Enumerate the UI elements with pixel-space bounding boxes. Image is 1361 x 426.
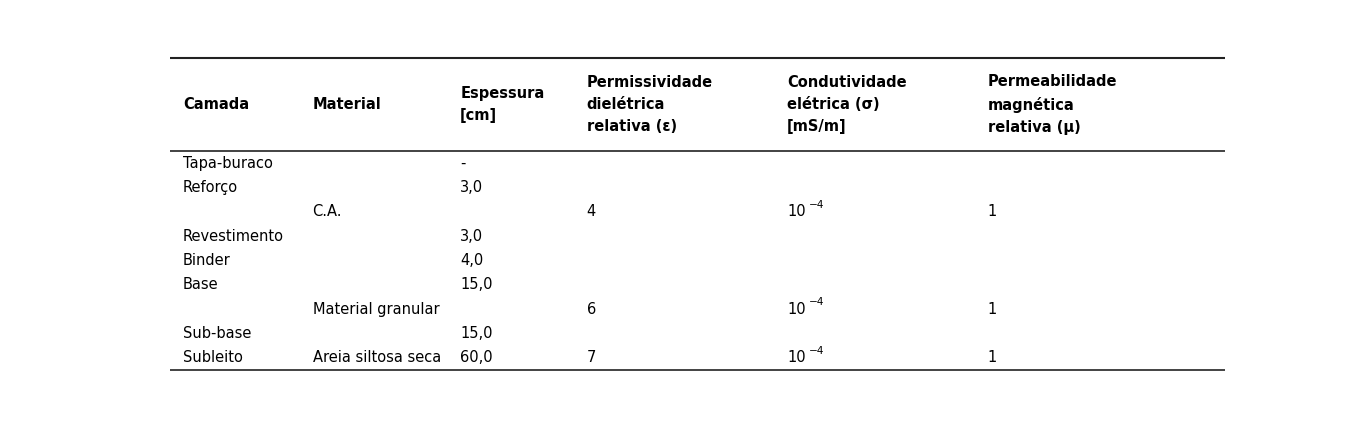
Text: −4: −4 — [810, 346, 825, 356]
Text: 1: 1 — [988, 350, 996, 366]
Text: Permissividade
dielétrica
relativa (ε): Permissividade dielétrica relativa (ε) — [587, 75, 713, 134]
Text: C.A.: C.A. — [313, 204, 342, 219]
Text: Camada: Camada — [182, 97, 249, 112]
Text: −4: −4 — [810, 297, 825, 308]
Text: 15,0: 15,0 — [460, 326, 493, 341]
Text: 6: 6 — [587, 302, 596, 317]
Text: 3,0: 3,0 — [460, 229, 483, 244]
Text: 10: 10 — [787, 204, 806, 219]
Text: Material granular: Material granular — [313, 302, 440, 317]
Text: 4: 4 — [587, 204, 596, 219]
Text: Reforço: Reforço — [182, 180, 238, 195]
Text: 60,0: 60,0 — [460, 350, 493, 366]
Text: Revestimento: Revestimento — [182, 229, 284, 244]
Text: Material: Material — [313, 97, 381, 112]
Text: Binder: Binder — [182, 253, 230, 268]
Text: 7: 7 — [587, 350, 596, 366]
Text: 3,0: 3,0 — [460, 180, 483, 195]
Text: Sub-base: Sub-base — [182, 326, 252, 341]
Text: 15,0: 15,0 — [460, 277, 493, 292]
Text: 10: 10 — [787, 350, 806, 366]
Text: -: - — [460, 156, 465, 171]
Text: Subleito: Subleito — [182, 350, 242, 366]
Text: 1: 1 — [988, 302, 996, 317]
Text: Condutividade
elétrica (σ)
[mS/m]: Condutividade elétrica (σ) [mS/m] — [787, 75, 906, 134]
Text: 1: 1 — [988, 204, 996, 219]
Text: Tapa-buraco: Tapa-buraco — [182, 156, 272, 171]
Text: 10: 10 — [787, 302, 806, 317]
Text: Espessura
[cm]: Espessura [cm] — [460, 86, 544, 123]
Text: −4: −4 — [810, 200, 825, 210]
Text: Permeabilidade
magnética
relativa (μ): Permeabilidade magnética relativa (μ) — [988, 74, 1117, 135]
Text: Base: Base — [182, 277, 218, 292]
Text: 4,0: 4,0 — [460, 253, 483, 268]
Text: Areia siltosa seca: Areia siltosa seca — [313, 350, 441, 366]
